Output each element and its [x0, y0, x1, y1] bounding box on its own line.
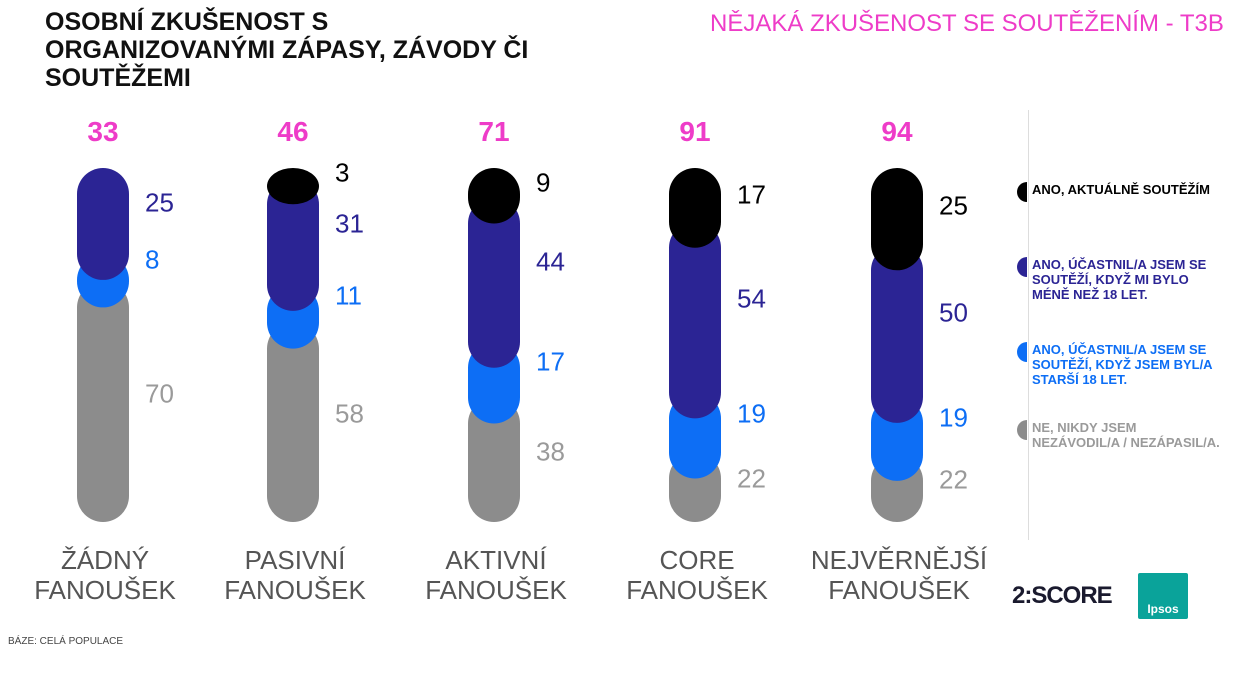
- chart-subtitle: NĚJAKÁ ZKUŠENOST SE SOUTĚŽENÍM - T3B: [710, 10, 1224, 37]
- bar-segment: [669, 221, 721, 419]
- bar-segment: [77, 168, 129, 280]
- value-label: 22: [737, 463, 766, 494]
- value-label: 38: [536, 436, 565, 467]
- value-label: 25: [939, 190, 968, 221]
- bar-segment: [871, 244, 923, 423]
- legend-label: ANO, ÚČASTNIL/A JSEM SE SOUTĚŽÍ, KDYŽ JS…: [1032, 342, 1213, 387]
- value-label: 3: [335, 157, 350, 188]
- value-label: 11: [335, 280, 362, 311]
- legend-label: ANO, AKTUÁLNĚ SOUTĚŽÍM: [1032, 182, 1210, 197]
- bar-segment: [468, 197, 520, 368]
- bar-segment: [77, 281, 129, 522]
- footnote: BÁZE: CELÁ POPULACE: [8, 636, 124, 647]
- value-label: 17: [737, 179, 766, 210]
- legend-marker: [1017, 257, 1027, 277]
- chart-title: OSOBNÍ ZKUŠENOST S ORGANIZOVANÝMI ZÁPASY…: [45, 8, 529, 92]
- value-label: 22: [939, 464, 968, 495]
- total-label: 94: [881, 116, 913, 147]
- bar-segment: [267, 168, 319, 205]
- bar-segment: [468, 168, 520, 224]
- total-label: 46: [277, 116, 309, 147]
- category-label: PASIVNÍ FANOUŠEK: [224, 545, 366, 605]
- category-label: NEJVĚRNĚJŠÍ FANOUŠEK: [810, 545, 988, 605]
- value-label: 25: [145, 187, 174, 218]
- bar-segment: [871, 168, 923, 271]
- legend-label: NE, NIKDY JSEM NEZÁVODIL/A / NEZÁPASIL/A…: [1032, 420, 1220, 450]
- value-label: 17: [536, 346, 565, 377]
- value-label: 58: [335, 398, 364, 429]
- value-label: 19: [737, 398, 766, 429]
- bar-segment: [267, 178, 319, 311]
- bar-segment: [669, 168, 721, 248]
- total-label: 71: [478, 116, 510, 147]
- legend-label: ANO, ÚČASTNIL/A JSEM SE SOUTĚŽÍ, KDYŽ MI…: [1032, 257, 1207, 302]
- legend-marker: [1017, 342, 1027, 362]
- value-label: 50: [939, 297, 968, 328]
- legend-marker: [1017, 182, 1027, 202]
- category-label: AKTIVNÍ FANOUŠEK: [425, 545, 567, 605]
- bar-segment: [468, 397, 520, 522]
- category-label: CORE FANOUŠEK: [626, 545, 768, 605]
- logo-ipsos: Ipsos: [1138, 573, 1188, 619]
- value-label: 19: [939, 402, 968, 433]
- divider: [1028, 110, 1029, 540]
- logo-2score: 2:SCORE: [1012, 582, 1113, 609]
- category-label: ŽÁDNÝ FANOUŠEK: [34, 545, 176, 605]
- total-label: 91: [679, 116, 711, 147]
- value-label: 9: [536, 167, 551, 198]
- value-label: 70: [145, 378, 174, 409]
- value-label: 8: [145, 244, 160, 275]
- value-label: 44: [536, 246, 565, 277]
- value-label: 54: [737, 283, 766, 314]
- total-label: 33: [87, 116, 119, 147]
- bar-segment: [267, 322, 319, 522]
- legend-marker: [1017, 420, 1027, 440]
- value-label: 31: [335, 208, 364, 239]
